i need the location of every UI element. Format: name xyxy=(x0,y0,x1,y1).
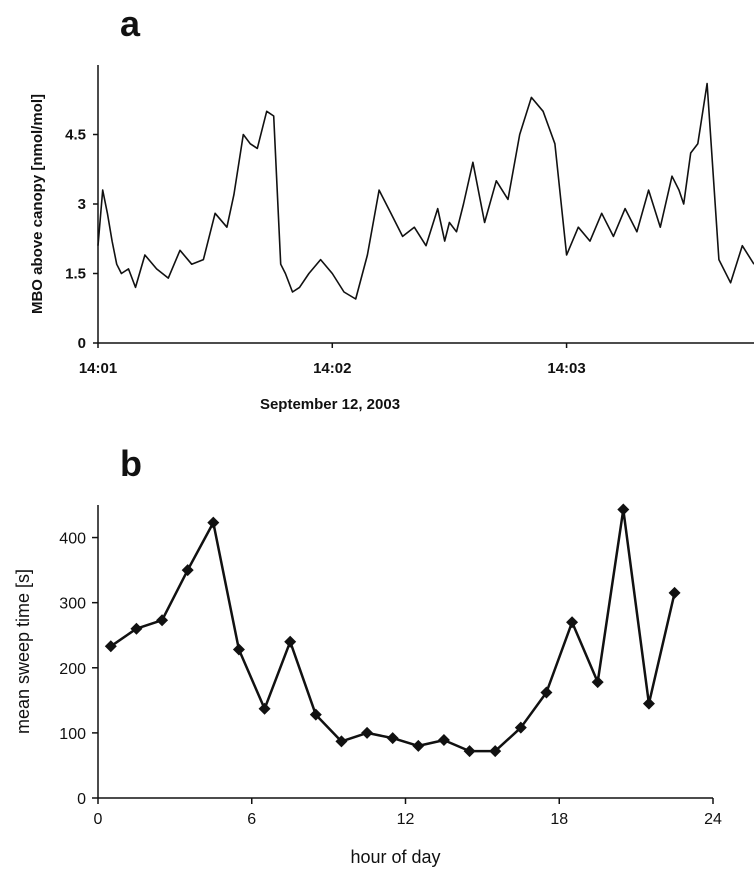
panel-b-data-point xyxy=(130,622,143,635)
panel-a-letter: a xyxy=(120,3,141,44)
panel-b-data-point xyxy=(207,516,220,529)
panel-b-data-point xyxy=(104,640,117,653)
panel-b-data-point xyxy=(181,564,194,577)
panel-b-data-point xyxy=(591,676,604,689)
panel-a-ytick-label: 4.5 xyxy=(65,127,86,144)
panel-b-data-point xyxy=(489,745,502,758)
panel-b-data-point xyxy=(361,726,374,739)
panel-a-ytick-label: 0 xyxy=(78,335,86,352)
panel-b-data-point xyxy=(437,734,450,747)
panel-a-series-line xyxy=(97,82,754,300)
panel-b-xtick-label: 24 xyxy=(704,811,722,828)
panel-b-xtick-label: 0 xyxy=(94,811,103,828)
panel-b: b 0 100 200 300 400 0 6 12 18 24 hour of day mean sw… xyxy=(13,443,722,867)
panel-a-ytick-label: 3 xyxy=(78,196,86,213)
panel-b-xtick-label: 18 xyxy=(550,811,568,828)
panel-b-data-point xyxy=(156,614,169,627)
panel-b-data-point xyxy=(335,735,348,748)
panel-a-x-label: September 12, 2003 xyxy=(260,396,400,413)
panel-b-data-point xyxy=(668,586,681,599)
panel-a-xtick-label: 14:01 xyxy=(79,360,117,377)
panel-a-ytick-label: 1.5 xyxy=(65,266,86,283)
panel-b-x-label: hour of day xyxy=(350,847,440,867)
panel-b-ytick-label: 0 xyxy=(77,791,86,808)
panel-a-xtick-label: 14:02 xyxy=(313,360,351,377)
panel-b-data-point xyxy=(258,702,271,715)
panel-b-data-point xyxy=(232,643,245,656)
panel-b-data-point xyxy=(514,721,527,734)
panel-a-xtick-label: 14:03 xyxy=(547,360,585,377)
panel-b-data-point xyxy=(463,745,476,758)
panel-b-ytick-label: 400 xyxy=(59,531,86,548)
panel-b-xtick-label: 12 xyxy=(397,811,415,828)
panel-b-data-point xyxy=(617,503,630,516)
panel-b-data-point xyxy=(309,708,322,721)
panel-b-ytick-label: 300 xyxy=(59,596,86,613)
panel-b-letter: b xyxy=(120,443,142,484)
panel-a: a 0 1.5 3 4.5 14:01 14:02 14:03 September 12, 20… xyxy=(29,3,754,413)
panel-a-y-label: MBO above canopy [nmol/mol] xyxy=(29,94,46,314)
panel-b-xtick-label: 6 xyxy=(247,811,256,828)
panel-b-ytick-label: 200 xyxy=(59,661,86,678)
panel-b-data-point xyxy=(386,732,399,745)
panel-b-data-point xyxy=(284,635,297,648)
panel-b-ytick-label: 100 xyxy=(59,726,86,743)
panel-b-data-point xyxy=(566,616,579,629)
panel-b-data-point xyxy=(642,697,655,710)
panel-b-data-point xyxy=(540,686,553,699)
panel-b-series-line xyxy=(110,508,676,753)
panel-b-y-label: mean sweep time [s] xyxy=(13,569,33,734)
panel-b-data-point xyxy=(412,739,425,752)
